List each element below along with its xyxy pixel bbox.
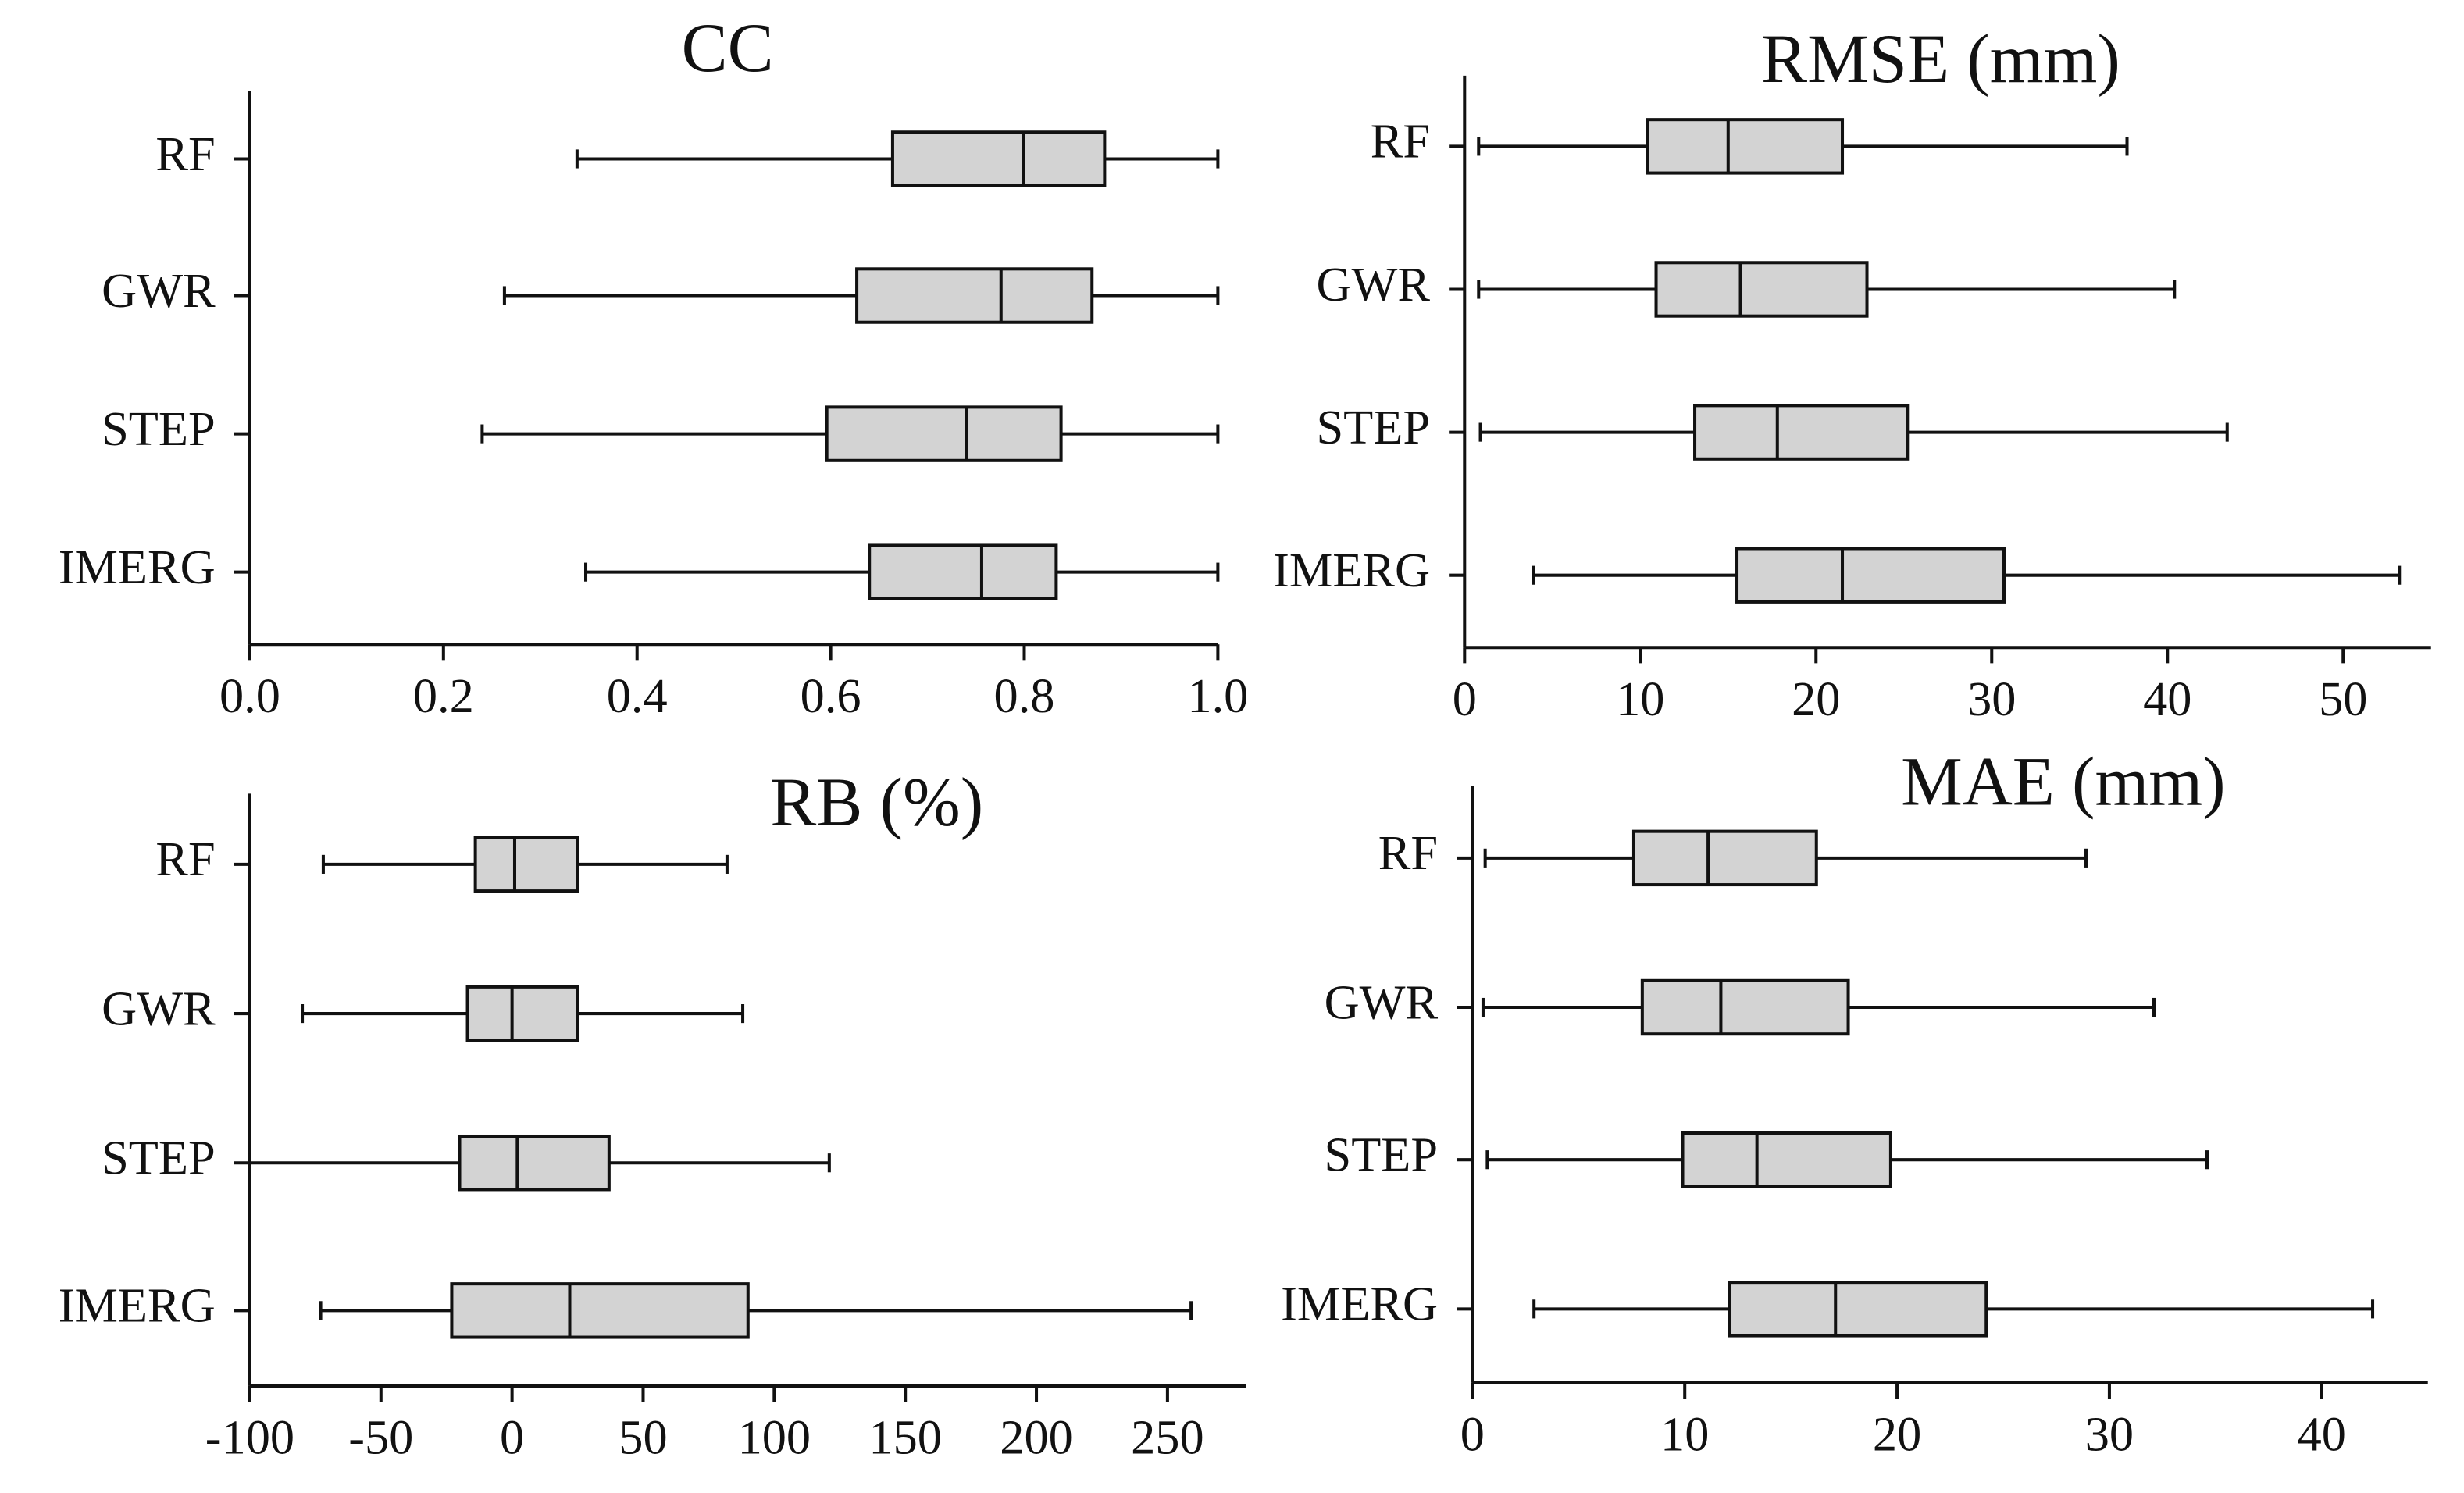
y-tick-label: STEP [102, 1131, 216, 1185]
y-tick-label: IMERG [1273, 543, 1430, 597]
y-tick-label: RF [1378, 826, 1438, 880]
x-tick-label: 20 [1873, 1408, 1921, 1462]
box [1631, 829, 1818, 887]
box [1640, 978, 1850, 1036]
x-tick-label: 100 [738, 1411, 811, 1465]
box [1646, 118, 1845, 175]
x-tick-label: 0.2 [413, 669, 474, 723]
x-tick-label: 30 [1967, 672, 2016, 726]
box [458, 1134, 611, 1192]
x-tick-label: 10 [1660, 1408, 1709, 1462]
box [473, 836, 579, 893]
chart-title: RB (%) [770, 764, 983, 841]
x-tick-label: 20 [1792, 672, 1840, 726]
chart-title: RMSE (mm) [1761, 21, 2120, 98]
x-tick-label: 0.4 [607, 669, 668, 723]
x-tick-label: 0 [1460, 1408, 1485, 1462]
x-tick-label: 0.6 [801, 669, 861, 723]
x-tick-label: 200 [1000, 1411, 1073, 1465]
y-tick-label: RF [155, 127, 215, 181]
y-tick-label: IMERG [1281, 1277, 1438, 1331]
x-tick-label: 0 [500, 1411, 524, 1465]
y-tick-label: GWR [1317, 258, 1431, 312]
chart-title: CC [682, 10, 774, 87]
box [1681, 1131, 1892, 1188]
y-tick-label: IMERG [59, 1279, 216, 1333]
x-tick-label: -100 [205, 1411, 294, 1465]
x-tick-label: 30 [2085, 1408, 2134, 1462]
box [465, 985, 579, 1042]
chart-title: MAE (mm) [1901, 744, 2225, 821]
box [825, 405, 1063, 462]
y-tick-label: GWR [102, 264, 216, 318]
x-tick-label: 40 [2298, 1408, 2346, 1462]
box [868, 543, 1058, 600]
y-tick-label: GWR [102, 982, 216, 1035]
box [855, 267, 1094, 324]
x-tick-label: 250 [1131, 1411, 1204, 1465]
box [450, 1282, 750, 1339]
y-tick-label: GWR [1325, 975, 1439, 1029]
box [1693, 404, 1910, 461]
x-tick-label: 0 [1453, 672, 1477, 726]
box [1728, 1281, 1988, 1338]
y-tick-label: RF [155, 832, 215, 886]
x-tick-label: 10 [1616, 672, 1664, 726]
x-tick-label: -50 [348, 1411, 413, 1465]
y-tick-label: IMERG [59, 540, 216, 594]
box [1735, 547, 2006, 604]
x-tick-label: 0.0 [219, 669, 280, 723]
x-tick-label: 1.0 [1187, 669, 1248, 723]
x-tick-label: 40 [2143, 672, 2191, 726]
x-tick-label: 150 [868, 1411, 942, 1465]
x-tick-label: 0.8 [994, 669, 1055, 723]
x-tick-label: 50 [619, 1411, 667, 1465]
y-tick-label: STEP [102, 402, 216, 456]
y-tick-label: RF [1371, 115, 1430, 169]
y-tick-label: STEP [1325, 1128, 1439, 1181]
box [890, 130, 1107, 187]
y-tick-label: STEP [1316, 401, 1430, 454]
box [1654, 261, 1869, 318]
x-tick-label: 50 [2319, 672, 2367, 726]
